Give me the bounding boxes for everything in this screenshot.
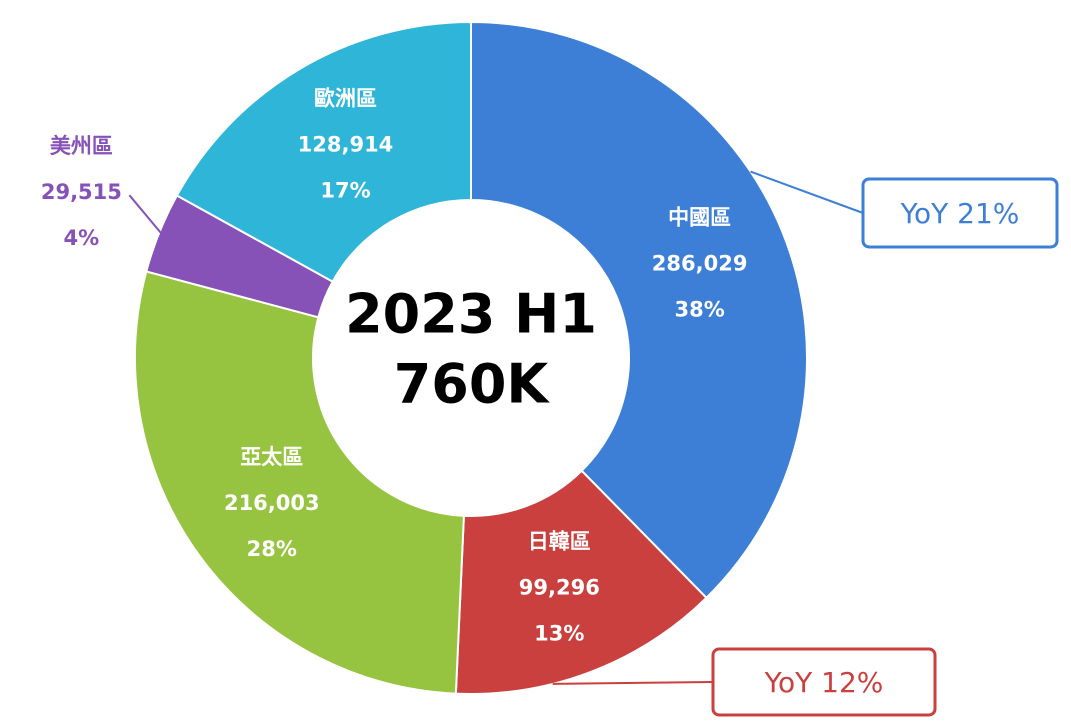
slice-label: 29,515 xyxy=(41,180,122,204)
slice-label: 286,029 xyxy=(652,252,748,276)
center-title: 2023 H1 xyxy=(345,283,597,346)
slice-label: 216,003 xyxy=(224,491,320,515)
slice-label: 28% xyxy=(247,537,297,561)
slice-label: 128,914 xyxy=(298,132,394,156)
annotation-box xyxy=(861,177,1059,249)
slice-label: 美州區 xyxy=(50,134,113,158)
slice-label: 亞太區 xyxy=(240,445,303,469)
annotation-text: YoY 21% xyxy=(900,197,1020,230)
slice xyxy=(470,20,808,600)
slice-label: 38% xyxy=(675,298,725,322)
slices xyxy=(134,20,808,695)
slice-label: 日韓區 xyxy=(528,530,591,554)
slice xyxy=(454,469,708,695)
annotation-text: YoY 12% xyxy=(764,666,884,699)
slice-label: 4% xyxy=(64,226,100,250)
annotation-line xyxy=(750,170,864,214)
leader-line xyxy=(128,194,162,234)
annotation-box xyxy=(711,647,937,717)
labels: 中國區 286,029 38% 日韓區 99,296 13% 亞太區 216,003 28% 美州… xyxy=(41,86,1059,717)
slice-label: 中國區 xyxy=(668,206,731,230)
slice xyxy=(175,20,472,283)
center-total: 760K xyxy=(394,353,551,416)
slice-label: 17% xyxy=(320,178,370,202)
slice-label: 歐洲區 xyxy=(314,86,377,110)
slice xyxy=(134,270,465,695)
annotation-line xyxy=(552,681,714,685)
slice-label: 99,296 xyxy=(519,576,600,600)
slice-label: 13% xyxy=(534,622,584,646)
